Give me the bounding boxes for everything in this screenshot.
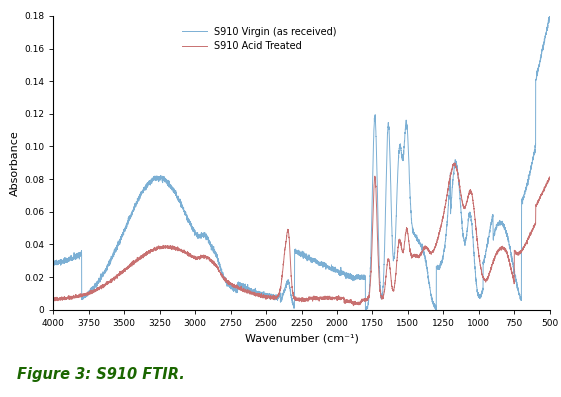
X-axis label: Wavenumber (cm⁻¹): Wavenumber (cm⁻¹) bbox=[245, 333, 358, 343]
S910 Virgin (as received) bbox=[140, 187, 147, 192]
Line: S910 Acid Treated: S910 Acid Treated bbox=[53, 163, 550, 306]
S910 Virgin (as received) bbox=[373, 141, 380, 145]
S910 Acid Treated bbox=[348, 298, 355, 303]
S910 Virgin (as received) bbox=[50, 260, 57, 264]
S910 Virgin (as received) bbox=[362, 307, 369, 312]
S910 Acid Treated bbox=[240, 289, 246, 294]
Line: S910 Virgin (as received): S910 Virgin (as received) bbox=[53, 16, 550, 310]
S910 Acid Treated bbox=[546, 175, 553, 179]
Text: Figure 3: S910 FTIR.: Figure 3: S910 FTIR. bbox=[17, 367, 185, 382]
S910 Acid Treated bbox=[350, 303, 357, 308]
Y-axis label: Absorbance: Absorbance bbox=[10, 130, 20, 196]
S910 Virgin (as received) bbox=[348, 274, 355, 279]
S910 Virgin (as received) bbox=[458, 218, 465, 223]
S910 Acid Treated bbox=[421, 247, 427, 251]
S910 Virgin (as received) bbox=[546, 15, 553, 19]
S910 Virgin (as received) bbox=[421, 251, 427, 256]
S910 Acid Treated bbox=[373, 198, 380, 202]
S910 Acid Treated bbox=[50, 297, 57, 302]
S910 Virgin (as received) bbox=[546, 13, 553, 18]
S910 Acid Treated bbox=[140, 252, 147, 256]
S910 Virgin (as received) bbox=[240, 281, 246, 286]
S910 Acid Treated bbox=[451, 160, 458, 165]
Legend: S910 Virgin (as received), S910 Acid Treated: S910 Virgin (as received), S910 Acid Tre… bbox=[182, 27, 337, 52]
S910 Acid Treated bbox=[458, 196, 465, 200]
